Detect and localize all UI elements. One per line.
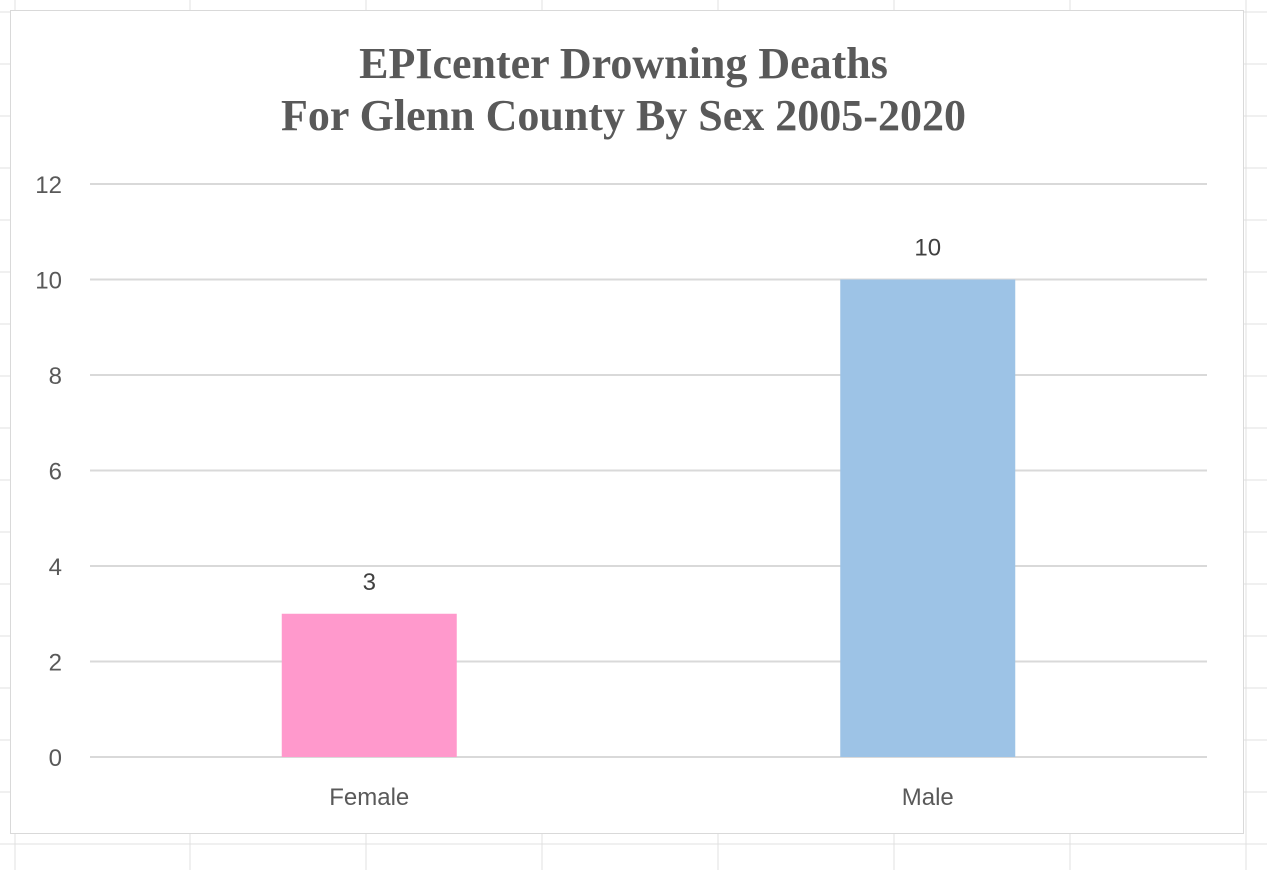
y-tick-label: 6 (49, 459, 62, 486)
y-tick-label: 10 (35, 268, 62, 295)
chart-area[interactable] (10, 10, 1244, 834)
y-tick-label: 2 (49, 650, 62, 677)
y-tick-label: 0 (49, 745, 62, 772)
chart-title-line-2: For Glenn County By Sex 2005-2020 (281, 91, 966, 140)
y-tick-label: 12 (35, 172, 62, 199)
bar-female[interactable] (281, 613, 457, 757)
x-tick-label-male: Male (902, 784, 954, 811)
data-label-male: 10 (914, 235, 941, 262)
data-label-female: 3 (363, 569, 376, 596)
chart-title-line-1: EPIcenter Drowning Deaths (359, 39, 888, 88)
bar-male[interactable] (840, 279, 1016, 758)
y-tick-label: 4 (49, 554, 62, 581)
chart-title: EPIcenter Drowning Deaths For Glenn Coun… (0, 38, 1247, 142)
y-tick-label: 8 (49, 363, 62, 390)
x-tick-label-female: Female (329, 784, 409, 811)
